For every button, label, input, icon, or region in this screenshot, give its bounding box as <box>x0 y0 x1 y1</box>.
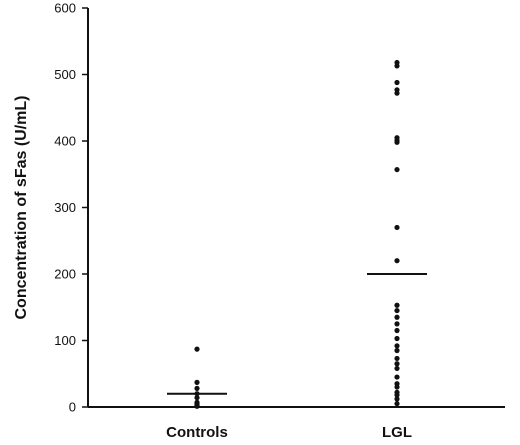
data-point <box>394 79 400 86</box>
data-point <box>194 346 200 352</box>
data-point <box>394 396 400 402</box>
data-point <box>394 258 400 264</box>
y-tick-label: 200 <box>54 267 76 282</box>
y-tick-label: 600 <box>54 1 76 16</box>
data-point <box>394 314 400 320</box>
data-point <box>194 395 200 401</box>
y-tick-label: 500 <box>54 67 76 82</box>
y-tick-label: 0 <box>69 400 76 415</box>
y-axis-title: Concentration of sFas (U/mL) <box>13 95 30 319</box>
data-point <box>194 379 200 385</box>
data-point <box>194 403 200 409</box>
data-point <box>394 343 400 349</box>
data-point <box>394 63 400 69</box>
data-point <box>394 224 400 231</box>
axes <box>87 8 505 408</box>
x-category-label: Controls <box>166 424 228 441</box>
data-point <box>394 307 400 314</box>
data-point <box>394 355 400 362</box>
category-labels: Controls LGL <box>166 424 412 441</box>
data-point <box>394 361 400 367</box>
data-point <box>394 139 400 145</box>
data-point <box>394 90 400 96</box>
data-point <box>394 401 400 407</box>
data-point <box>194 391 200 397</box>
data-point <box>394 302 400 308</box>
data-point <box>394 166 400 173</box>
data-point <box>394 347 400 354</box>
y-tick-label: 300 <box>54 200 76 215</box>
x-category-label: LGL <box>382 424 412 441</box>
data-point <box>394 384 400 390</box>
data-point <box>394 321 400 327</box>
data-point <box>394 327 400 334</box>
data-points <box>194 59 400 409</box>
y-tick-label: 100 <box>54 333 76 348</box>
data-point <box>394 365 400 372</box>
data-point <box>194 385 200 391</box>
y-tick-label: 400 <box>54 134 76 149</box>
median-lines <box>167 273 427 395</box>
data-point <box>394 335 400 342</box>
data-point <box>394 392 400 398</box>
data-point <box>394 374 400 380</box>
y-ticks: 0 100 200 300 400 500 600 <box>54 1 88 415</box>
